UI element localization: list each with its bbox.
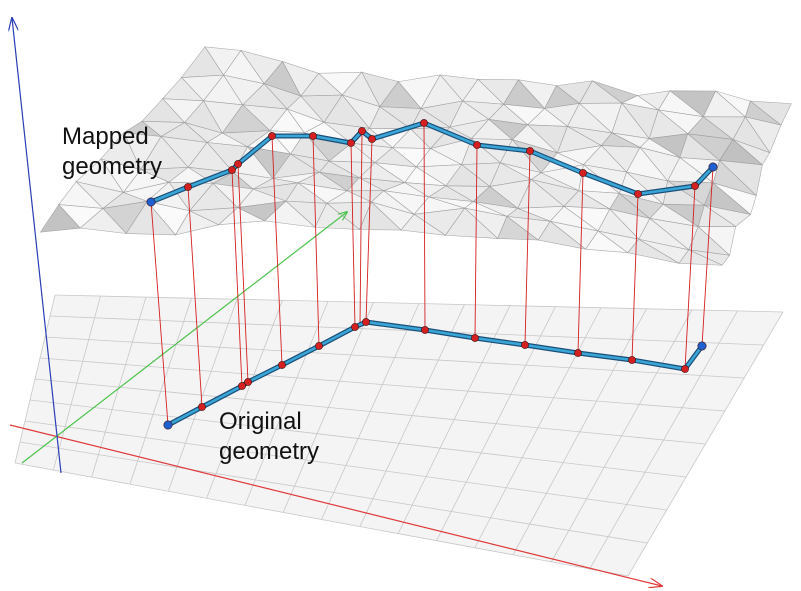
original-vertex [521, 341, 529, 349]
original-endpoint [163, 420, 173, 430]
terrain-facet [39, 204, 81, 233]
mapped-label-line-1: Mapped [62, 123, 149, 150]
projection-line [701, 166, 714, 347]
original-label-line-1: Original [219, 408, 302, 435]
projection-line [359, 130, 363, 326]
mapped-vertex [579, 169, 587, 177]
projection-line [187, 186, 203, 408]
mapped-label-line-2: geometry [62, 153, 163, 180]
original-geometry-label: Original geometry [219, 407, 319, 467]
grid-line [49, 315, 764, 346]
axes [10, 18, 662, 586]
original-vertex [198, 403, 206, 411]
original-vertex [238, 382, 246, 390]
mapped-vertex [691, 182, 699, 190]
mapped-vertex [347, 139, 355, 147]
y-axis [21, 212, 347, 464]
projection-line [150, 201, 169, 426]
original-vertex [681, 365, 689, 373]
terrain-facet [444, 207, 499, 239]
mapped-endpoint [708, 162, 718, 172]
original-vertex [244, 378, 252, 386]
projection-line [423, 122, 426, 331]
original-endpoint [697, 341, 707, 351]
mapped-endpoint [146, 197, 156, 207]
grid-line [34, 378, 706, 445]
grid-line [24, 420, 667, 511]
grid-line [19, 441, 648, 544]
x-axis [9, 424, 662, 586]
terrain-facet [217, 207, 266, 226]
original-vertex [471, 334, 479, 342]
original-label-line-2: geometry [219, 438, 320, 465]
projection-line [524, 150, 531, 346]
mapped-geometry-label: Mapped geometry [62, 122, 162, 182]
terrain-facet [125, 200, 177, 236]
terrain-facet [400, 213, 446, 236]
terrain-facet [537, 220, 586, 250]
original-vertex [351, 323, 359, 331]
grid-line [39, 357, 725, 412]
grid-line [54, 294, 784, 313]
grid-line [29, 399, 687, 478]
mapped-vertex [358, 127, 366, 135]
terrain-facet [174, 210, 220, 236]
projection-line [350, 142, 356, 328]
terrain-facet [585, 230, 629, 254]
terrain-surface [39, 46, 792, 266]
projection-line [312, 135, 320, 347]
mapped-vertex [368, 135, 376, 143]
projection-line [237, 163, 249, 383]
mapped-vertex [234, 160, 242, 168]
terrain-facet [627, 238, 680, 264]
grid-line [14, 462, 629, 577]
mapped-vertex [420, 119, 428, 127]
z-axis [12, 18, 62, 474]
projection-line [474, 144, 478, 339]
projection-line [631, 193, 639, 361]
mapped-vertex [634, 190, 642, 198]
projection-line [365, 138, 373, 323]
mapped-vertex [268, 132, 276, 140]
original-vertex [362, 318, 370, 326]
ground-plane [15, 295, 783, 576]
vertices [146, 119, 718, 430]
mapped-vertex [526, 147, 534, 155]
terrain-facet [79, 208, 128, 234]
ground-grid [14, 294, 784, 577]
mapped-geometry-line [150, 121, 714, 204]
projection-line [271, 135, 283, 366]
mapped-vertex [184, 183, 192, 191]
projection-line [577, 172, 584, 354]
original-vertex [574, 349, 582, 357]
mapped-vertex [473, 141, 481, 149]
terrain-facet [678, 249, 723, 266]
original-vertex [421, 326, 429, 334]
projection-line [231, 169, 243, 387]
projection-lines [150, 122, 714, 426]
original-vertex [315, 342, 323, 350]
original-vertex [628, 356, 636, 364]
mapped-geometry [150, 120, 715, 205]
projection-line [684, 185, 696, 370]
original-vertex [278, 361, 286, 369]
mapped-vertex [309, 132, 317, 140]
mapped-vertex [228, 166, 236, 174]
